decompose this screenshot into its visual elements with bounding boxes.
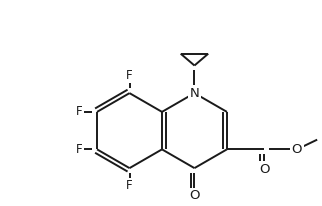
Text: O: O: [259, 163, 270, 176]
Text: F: F: [76, 105, 83, 118]
Text: F: F: [126, 69, 133, 82]
Text: N: N: [190, 87, 199, 100]
Text: O: O: [292, 143, 302, 156]
Text: O: O: [189, 189, 200, 202]
Text: F: F: [126, 179, 133, 192]
Text: F: F: [76, 143, 83, 156]
